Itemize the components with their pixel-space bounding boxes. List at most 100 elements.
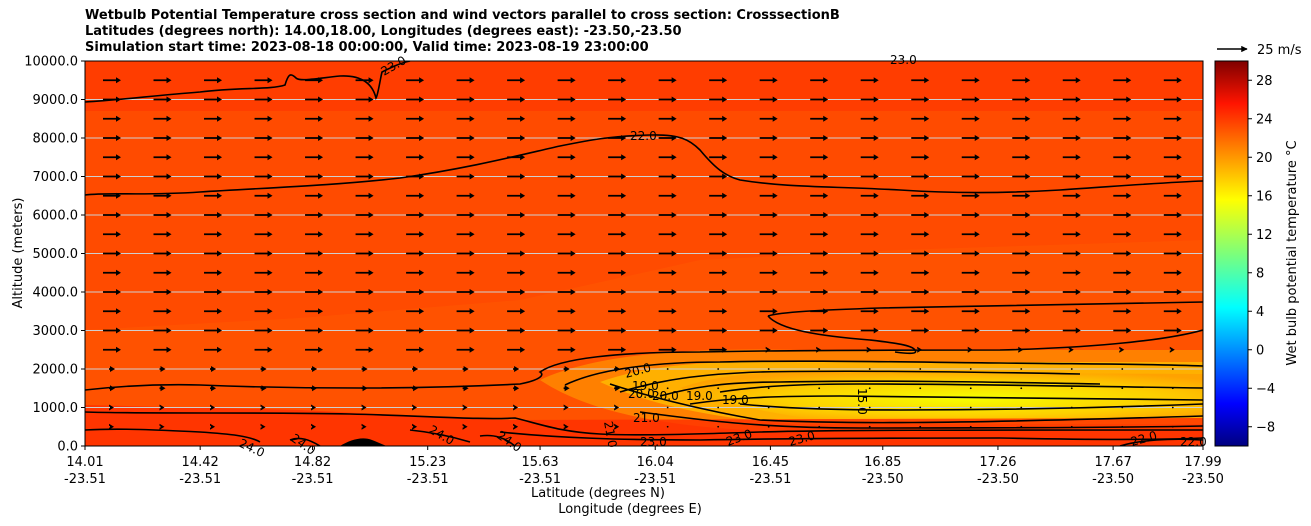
wind-vector — [608, 192, 627, 199]
wind-vector — [103, 250, 121, 257]
wind-vector — [462, 404, 468, 411]
wind-vector — [507, 212, 526, 218]
wind-vector — [456, 346, 475, 353]
wind-vector — [204, 96, 223, 103]
wind-vector — [254, 135, 273, 141]
wind-vector — [153, 327, 172, 334]
wind-vector — [961, 212, 980, 218]
wind-vector — [1119, 346, 1125, 353]
wind-vector — [961, 77, 980, 84]
wind-vector — [759, 250, 778, 257]
wind-vector — [658, 77, 677, 84]
wind-vector — [204, 231, 223, 238]
wind-vector — [818, 368, 821, 370]
wind-vector — [614, 385, 621, 392]
y-tick-label: 6000.0 — [33, 209, 79, 224]
x-tick-label-lon: -23.51 — [407, 472, 449, 487]
wind-vector — [557, 269, 576, 276]
wind-vector — [658, 154, 677, 161]
wind-vector — [860, 212, 879, 218]
wind-vector — [759, 192, 778, 199]
wind-vector — [456, 308, 475, 315]
wind-vector — [1012, 115, 1031, 122]
wind-vector — [868, 406, 871, 409]
wind-vector — [911, 231, 930, 238]
wind-vector — [305, 346, 324, 353]
x-tick-label-lon: -23.51 — [292, 472, 334, 487]
wind-vector — [810, 327, 829, 334]
contour-label-22: 22.0 — [630, 129, 657, 143]
wind-vector — [1163, 289, 1182, 295]
wind-vector — [1113, 289, 1132, 295]
wind-vector — [810, 192, 829, 199]
wind-vector — [919, 387, 922, 390]
wind-vector — [1062, 212, 1081, 218]
wind-vector — [868, 368, 871, 370]
wind-vector — [911, 269, 930, 276]
wind-vector — [759, 77, 778, 84]
wind-vector — [563, 423, 569, 430]
wind-vector — [911, 115, 930, 122]
contour-label-19-mid: 19.0 — [686, 389, 713, 403]
colorbar-tick-label: 4 — [1256, 305, 1264, 320]
wind-vector — [608, 269, 627, 276]
wind-vector — [159, 366, 166, 372]
wind-vector — [456, 135, 475, 141]
wind-vector — [412, 423, 418, 430]
wind-vector — [507, 327, 526, 334]
wind-vector — [759, 173, 778, 180]
wind-vector — [557, 96, 576, 103]
wind-vector — [759, 231, 778, 238]
wind-vector — [153, 231, 172, 238]
quiver-key-label: 25 m/s — [1257, 43, 1302, 58]
wind-vector — [557, 135, 576, 141]
wind-vector — [709, 192, 728, 199]
contour-label-23-a: 23.0 — [640, 435, 667, 449]
wind-vector — [658, 327, 677, 334]
contour-22-lower — [767, 301, 1203, 317]
wind-vector — [311, 366, 318, 372]
wind-vector — [557, 231, 576, 238]
contour-24-a — [85, 428, 261, 443]
wind-vector — [767, 425, 770, 428]
contour-label-15: 15.0 — [855, 388, 869, 415]
wind-vector — [1163, 250, 1182, 257]
wind-vector — [919, 406, 922, 409]
wind-vector — [311, 404, 317, 411]
wind-vector — [608, 231, 627, 238]
wind-vector — [666, 425, 669, 428]
wind-vector — [709, 308, 728, 315]
wind-vector — [159, 404, 165, 411]
wind-vector — [1113, 308, 1132, 315]
colorbar-tick-label: −4 — [1256, 382, 1275, 397]
wind-vector — [1062, 135, 1081, 141]
x-tick-label-lon: -23.50 — [862, 472, 904, 487]
wind-vector — [153, 250, 172, 257]
wind-vector — [1113, 96, 1132, 103]
wind-vector — [1163, 77, 1182, 84]
wind-vector — [759, 327, 778, 334]
x-tick-label-lat: 17.26 — [979, 455, 1016, 470]
wind-vector — [406, 250, 425, 257]
wind-vector — [1163, 212, 1182, 218]
colorbar-tick-label: −8 — [1256, 420, 1275, 435]
contour-22 — [85, 134, 1203, 196]
contour-21-lower — [639, 411, 1203, 429]
y-axis-ticks: 0.0 1000.0 2000.0 3000.0 4000.0 5000.0 6000.0 7… — [24, 55, 85, 455]
wind-vector — [759, 212, 778, 218]
wind-vector — [969, 406, 972, 409]
wind-vector — [507, 77, 526, 84]
x-tick-label-lon: -23.51 — [64, 472, 106, 487]
wind-vector — [1012, 173, 1031, 180]
wind-vector — [563, 385, 570, 392]
wind-vector — [1163, 96, 1182, 103]
wind-vector — [355, 96, 374, 103]
wind-vector — [1062, 250, 1081, 257]
wind-vector — [1113, 154, 1132, 161]
y-tick-label: 0.0 — [57, 440, 78, 455]
wind-vector — [456, 212, 475, 218]
wind-vector — [153, 77, 172, 84]
y-tick-label: 8000.0 — [33, 132, 79, 147]
contour-label-20-inner-b: 20.0 — [652, 389, 679, 403]
wind-vector — [456, 115, 475, 122]
